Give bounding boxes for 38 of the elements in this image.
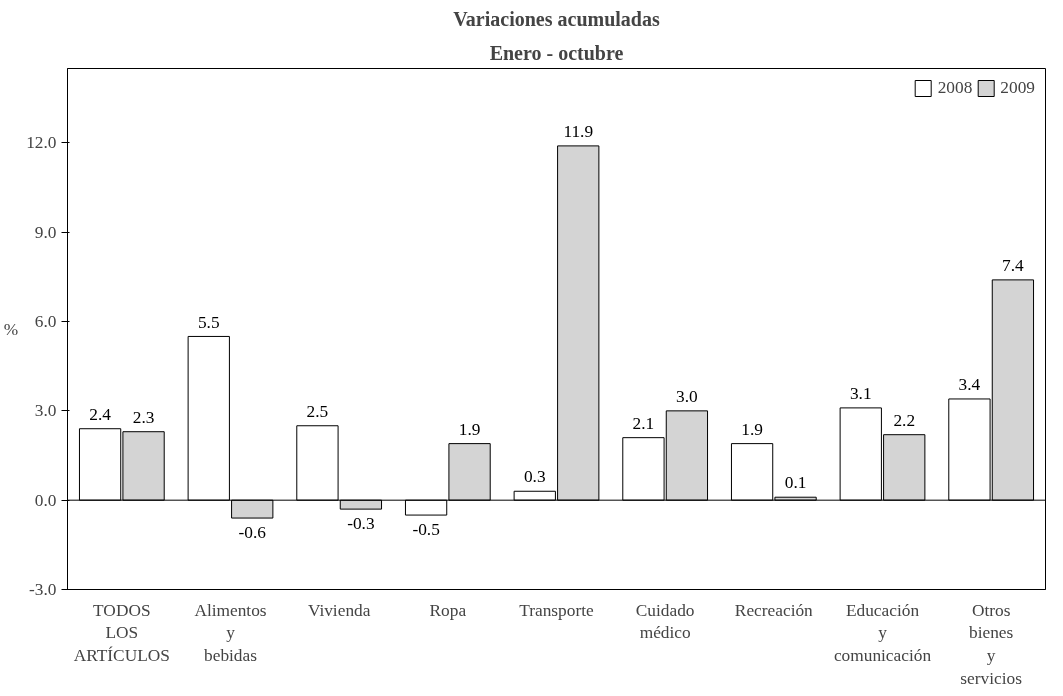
x-tick-label: Vivienda	[307, 600, 371, 620]
y-tick-label: 0.0	[34, 490, 57, 510]
data-label: 5.5	[197, 312, 220, 332]
y-axis-title: %	[3, 319, 19, 339]
x-tick-label: Otros bienes y servicios	[960, 600, 1023, 688]
data-label: 2.5	[306, 401, 329, 421]
data-label: 2.1	[632, 413, 655, 433]
data-label: 3.1	[849, 383, 872, 403]
data-label: 3.4	[958, 375, 981, 395]
data-label: 0.1	[784, 473, 807, 493]
data-label: -0.6	[238, 522, 267, 542]
data-label: -0.5	[412, 520, 440, 539]
x-tick-label: Ropa	[429, 600, 467, 620]
data-label: -0.3	[347, 514, 375, 534]
data-label: 2.4	[89, 404, 112, 424]
data-label: 0.3	[523, 467, 546, 487]
y-tick-label: 9.0	[34, 222, 57, 242]
legend-label: 2009	[1000, 78, 1035, 98]
data-label: 2.2	[893, 410, 916, 430]
x-tick-label: Alimentos y bebidas	[194, 600, 267, 666]
data-label: 1.9	[741, 419, 763, 439]
chart-subtitle: Enero - octubre	[489, 41, 624, 64]
y-tick-label: 3.0	[34, 401, 57, 421]
x-tick-label: Recreación	[734, 600, 814, 620]
x-tick-label: Transporte	[519, 600, 595, 620]
data-label: 2.3	[132, 407, 155, 427]
data-label: 1.9	[458, 419, 481, 439]
y-tick-label: -3.0	[29, 580, 57, 599]
x-tick-label: Educación y comunicación	[833, 600, 932, 666]
data-label: 11.9	[563, 121, 594, 141]
data-label: 7.4	[1002, 255, 1025, 275]
legend-label: 2008	[937, 78, 973, 98]
x-tick-label: TODOS LOS ARTÍCULOS	[73, 600, 170, 666]
y-tick-label: 12.0	[26, 133, 57, 153]
x-tick-label: Cuidado médico	[635, 600, 695, 643]
chart-title: Variaciones acumuladas	[453, 7, 660, 30]
y-tick-label: 6.0	[34, 312, 57, 332]
data-label: 3.0	[676, 386, 698, 406]
